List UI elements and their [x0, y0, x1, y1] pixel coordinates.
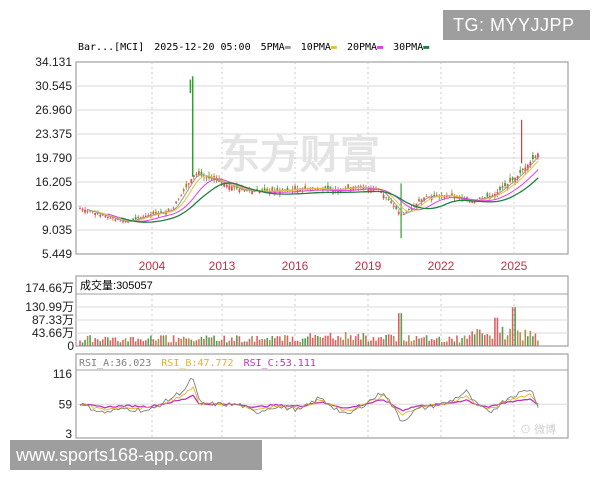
main-x-axis: 2004 2013 2016 2019 2022 2025	[139, 259, 528, 273]
weibo-watermark: ⊙ 微博	[520, 422, 556, 436]
x-tick-label: 2022	[428, 259, 455, 273]
volume-label: 成交量:305057	[80, 278, 153, 292]
rsi-y-axis: 116 59 3	[53, 367, 72, 441]
y-tick-label: 5.449	[42, 247, 72, 261]
rsi-y-tick: 116	[53, 367, 72, 381]
y-tick-label: 12.620	[35, 199, 72, 213]
rsi-plot-area	[75, 353, 569, 439]
main-panel: Bar...[MCI] 2025-12-20 05:00 5PMA▬ 10PMA…	[35, 42, 569, 273]
rsi-y-tick: 3	[65, 427, 72, 441]
eastmoney-watermark: 东方财富	[220, 133, 380, 177]
volume-y-tick: 43.66万	[32, 326, 74, 340]
y-tick-label: 19.790	[35, 151, 72, 165]
rsi-gridlines	[76, 370, 568, 438]
volume-y-tick: 0	[67, 339, 74, 353]
y-tick-label: 34.131	[35, 55, 72, 69]
volume-gridlines	[76, 294, 568, 346]
x-tick-label: 2025	[501, 259, 528, 273]
url-watermark-badge: www.sports168-app.com	[10, 440, 262, 470]
y-tick-label: 16.205	[35, 175, 72, 189]
y-tick-label: 30.545	[35, 79, 72, 93]
tg-watermark-badge: TG: MYYJJPP	[443, 10, 590, 40]
rsi-lines	[79, 377, 539, 422]
volume-plot-area	[75, 275, 569, 347]
volume-y-tick: 130.99万	[25, 300, 74, 314]
volume-y-tick: 174.66万	[25, 281, 74, 295]
chart-header-title: Bar...[MCI] 2025-12-20 05:00 5PMA▬ 10PMA…	[78, 42, 429, 53]
x-tick-label: 2019	[355, 259, 382, 273]
y-tick-label: 23.375	[35, 127, 72, 141]
rsi-panel: RSI_A:36.023 RSI_B:47.772 RSI_C:53.111 1…	[53, 353, 569, 441]
y-tick-label: 26.960	[35, 103, 72, 117]
main-gridlines	[76, 62, 568, 254]
x-tick-label: 2016	[282, 259, 309, 273]
volume-y-tick: 87.33万	[32, 313, 74, 327]
y-tick-label: 9.035	[42, 223, 72, 237]
main-y-axis: 34.131 30.545 26.960 23.375 19.790 16.205 12.6…	[35, 55, 72, 261]
rsi-legend: RSI_A:36.023 RSI_B:47.772 RSI_C:53.111	[79, 358, 316, 369]
volume-bars	[79, 307, 539, 346]
rsi-y-tick: 59	[59, 397, 73, 411]
x-tick-label: 2013	[209, 259, 236, 273]
moving-average-lines	[86, 155, 540, 223]
x-tick-label: 2004	[139, 259, 166, 273]
